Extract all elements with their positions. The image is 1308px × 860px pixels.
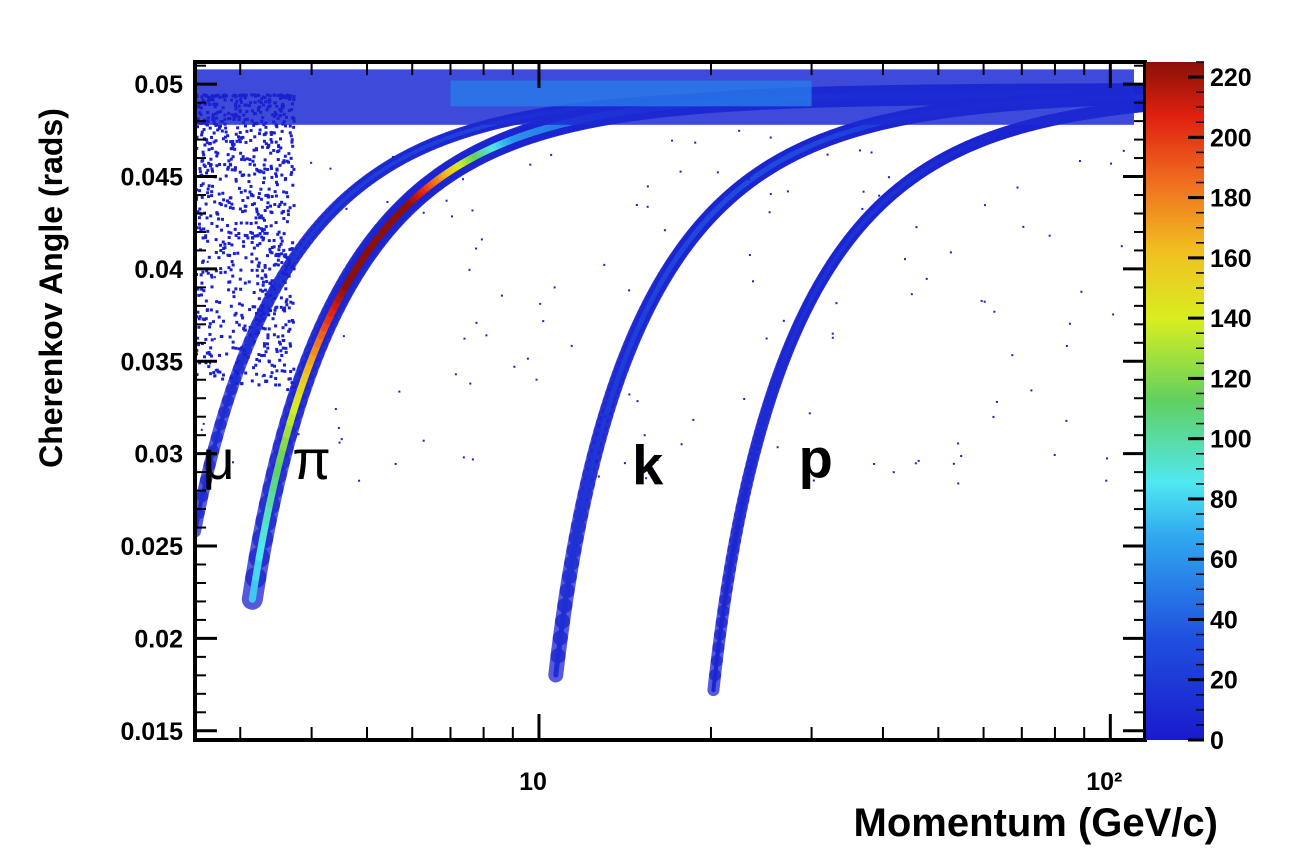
- y-tick-label: 0.025: [120, 533, 183, 561]
- colorbar-tick-label: 160: [1210, 245, 1252, 273]
- colorbar-tick-label: 200: [1210, 124, 1252, 152]
- y-tick-label: 0.02: [134, 625, 183, 653]
- y-tick-label: 0.045: [120, 164, 183, 192]
- colorbar-tick-label: 140: [1210, 305, 1252, 333]
- y-tick-label: 0.05: [134, 71, 183, 99]
- y-tick-label: 0.035: [120, 348, 183, 376]
- plot-frame: [193, 60, 1147, 742]
- colorbar-tick-label: 220: [1210, 64, 1252, 92]
- colorbar-tick-label: 80: [1210, 486, 1238, 514]
- x-tick-label: 10: [519, 768, 547, 796]
- x-axis-title: Momentum (GeV/c): [854, 801, 1218, 845]
- background-hits: [195, 93, 1125, 485]
- colorbar-tick-label: 40: [1210, 606, 1238, 634]
- plot-area: [195, 62, 1145, 740]
- y-axis-title: Cherenkov Angle (rads): [33, 108, 69, 468]
- colorbar-tick-label: 180: [1210, 185, 1252, 213]
- colorbar-gradient: [1146, 62, 1204, 740]
- y-tick-label: 0.03: [134, 441, 183, 469]
- colorbar-tick-label: 100: [1210, 426, 1252, 454]
- y-tick-label: 0.015: [120, 718, 183, 746]
- colorbar-tick-label: 60: [1210, 546, 1238, 574]
- heatmap-bands: [195, 69, 1145, 697]
- colorbar-tick-label: 20: [1210, 667, 1238, 695]
- x-tick-label: 10²: [1086, 768, 1122, 796]
- colorbar-tick-label: 0: [1210, 727, 1224, 755]
- particle-label-k: k: [632, 434, 664, 497]
- particle-label-p: p: [799, 426, 833, 489]
- colorbar-tick-label: 120: [1210, 365, 1252, 393]
- colorbar: 0 20 40 60 80 100 120 140 160 180 200 220: [1146, 61, 1252, 755]
- y-tick-label: 0.04: [134, 256, 183, 284]
- particle-label-π: π: [292, 428, 331, 491]
- y-axis: 0.015 0.02 0.025 0.03 0.035 0.04 0.045 0.05: [120, 64, 1145, 746]
- x-axis: 10 10²: [239, 62, 1122, 796]
- particle-label-μ: μ: [203, 428, 235, 491]
- saturation-band: [195, 69, 1134, 125]
